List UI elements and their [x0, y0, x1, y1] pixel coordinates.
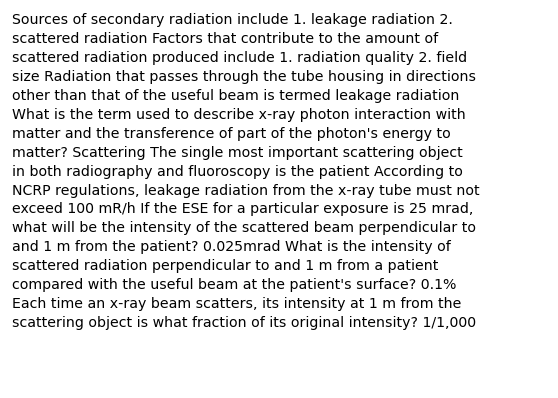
Text: Sources of secondary radiation include 1. leakage radiation 2.
scattered radiati: Sources of secondary radiation include 1… [12, 13, 480, 330]
